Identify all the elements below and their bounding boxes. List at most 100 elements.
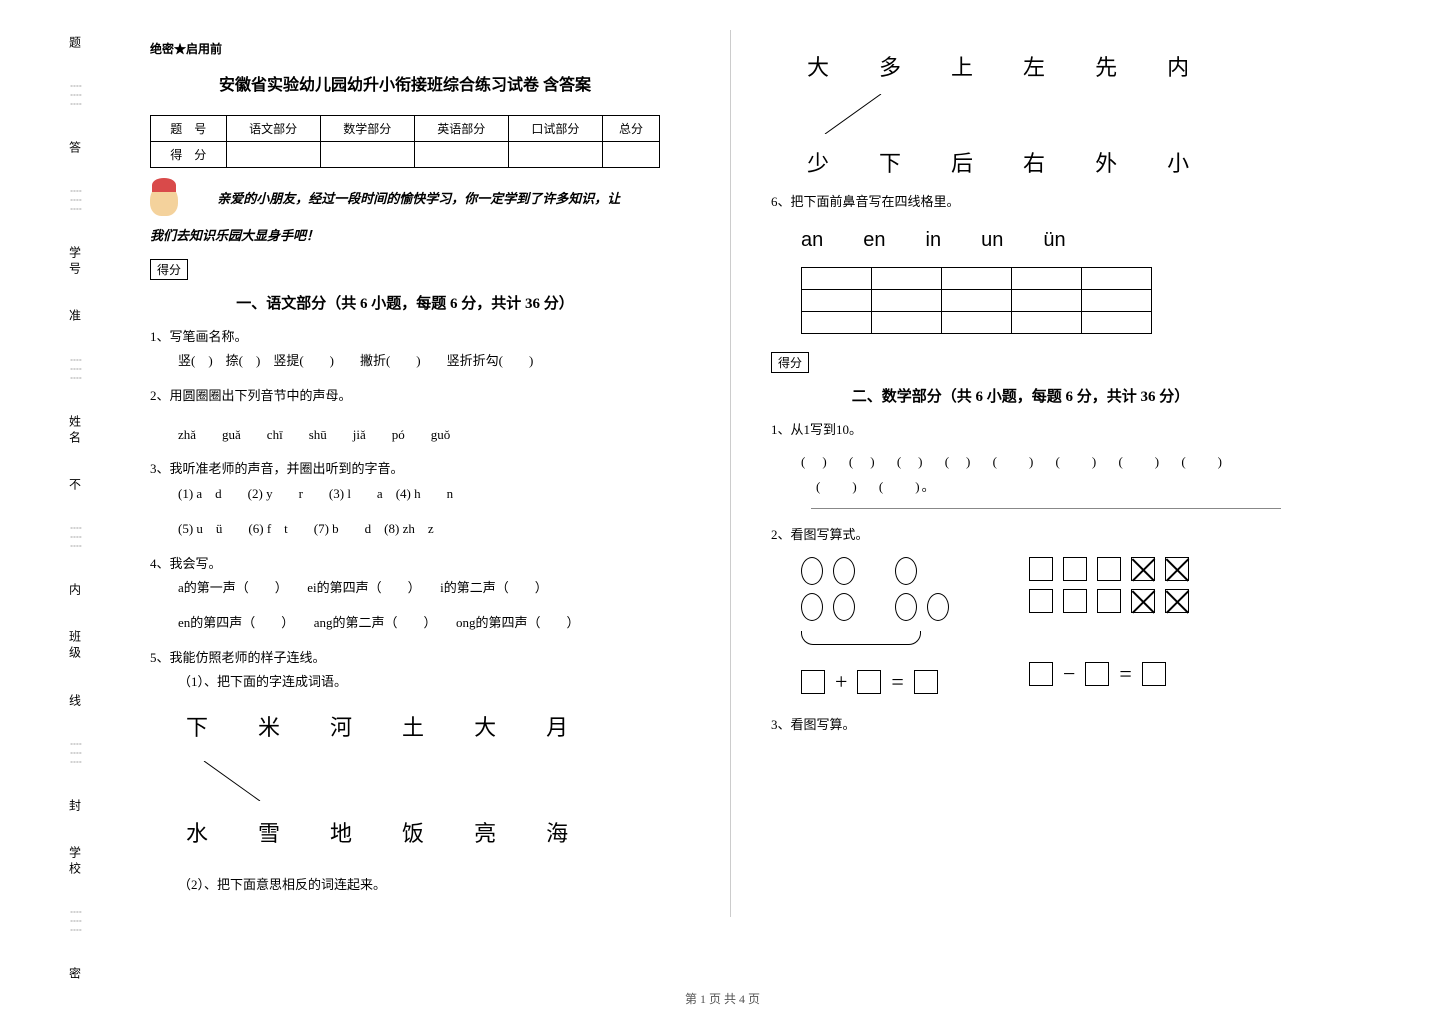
score-table: 题 号 语文部分 数学部分 英语部分 口试部分 总分 得 分 <box>150 115 660 168</box>
q5-num: 5、我能仿照老师的样子连线。 <box>150 650 326 665</box>
char: 土 <box>402 707 424 749</box>
crossed-square-icon <box>1131 557 1155 581</box>
char: 月 <box>546 707 568 749</box>
char: 大 <box>807 50 829 82</box>
equals-sign: = <box>1119 653 1131 695</box>
exam-title: 安徽省实验幼儿园幼升小衔接班综合练习试卷 含答案 <box>150 71 660 95</box>
q2-body: zhǎ guǎ chī shū jiǎ pó guǒ <box>178 423 660 448</box>
binding-label: 不 <box>67 478 84 494</box>
child-avatar-icon <box>150 184 178 216</box>
equals-sign: = <box>891 661 903 703</box>
crossed-square-icon <box>1131 589 1155 613</box>
binding-label: 内 <box>67 583 84 599</box>
mq3-num: 3、看图写算。 <box>771 717 856 732</box>
score-cell <box>226 142 320 168</box>
char: 饭 <box>402 813 424 855</box>
char: 外 <box>1095 146 1117 178</box>
binding-label: 答 <box>67 141 84 157</box>
q3-line1: (1) a d (2) y r (3) l a (4) h n <box>178 482 660 507</box>
binding-label: 线 <box>67 694 84 710</box>
intro-block: 亲爱的小朋友，经过一段时间的愉快学习，你一定学到了许多知识，让 我们去知识乐园大… <box>150 184 660 249</box>
q1-num: 1、写笔画名称。 <box>150 329 248 344</box>
char: 下 <box>186 707 208 749</box>
char-row-2: 水 雪 地 饭 亮 海 <box>186 813 660 855</box>
square-blank-icon <box>801 670 825 694</box>
section-1-title: 一、语文部分（共 6 小题，每题 6 分，共计 36 分） <box>150 292 660 313</box>
char: 亮 <box>474 813 496 855</box>
square-blank-icon <box>1142 662 1166 686</box>
binding-dots: ┊┊┊ <box>70 357 81 384</box>
char: 上 <box>951 50 973 82</box>
circle-icon <box>801 593 823 621</box>
binding-label: 姓名 <box>67 415 84 447</box>
binding-dots: ┊┊┊ <box>70 909 81 936</box>
secret-header: 绝密★启用前 <box>150 40 660 57</box>
char: 大 <box>474 707 496 749</box>
char: 地 <box>330 813 352 855</box>
square-icon <box>1097 589 1121 613</box>
mq1-blanks: ( ) ( ) ( ) ( ) ( ) ( ) ( ) ( ) ( ) ( )。 <box>801 450 1270 499</box>
crossed-square-icon <box>1165 557 1189 581</box>
binding-label: 学号 <box>67 246 84 278</box>
q6-num: 6、把下面前鼻音写在四线格里。 <box>771 194 960 209</box>
q4-num: 4、我会写。 <box>150 556 222 571</box>
binding-label: 班级 <box>67 630 84 662</box>
question-5: 5、我能仿照老师的样子连线。 （1）、把下面的字连成词语。 下 米 河 土 大 … <box>150 646 660 898</box>
col-header: 总分 <box>602 116 659 142</box>
equation-row: − = <box>1029 653 1166 695</box>
char: 下 <box>879 146 901 178</box>
binding-label: 密 <box>67 967 84 983</box>
binding-dots: ┊┊┊ <box>70 741 81 768</box>
score-badge: 得分 <box>150 259 188 280</box>
table-row: 题 号 语文部分 数学部分 英语部分 口试部分 总分 <box>151 116 660 142</box>
col-header: 英语部分 <box>414 116 508 142</box>
square-blank-icon <box>1085 662 1109 686</box>
binding-label: 学校 <box>67 846 84 878</box>
circle-icon <box>927 593 949 621</box>
intro-text-2: 我们去知识乐园大显身手吧！ <box>150 224 660 249</box>
shapes-row: + = <box>801 557 1270 703</box>
square-blank-icon <box>914 670 938 694</box>
char: 先 <box>1095 50 1117 82</box>
circle-icon <box>833 557 855 585</box>
circle-icon <box>895 557 917 585</box>
q5-sub1: （1）、把下面的字连成词语。 <box>178 670 660 695</box>
row-label: 得 分 <box>151 142 227 168</box>
page-footer: 第 1 页 共 4 页 <box>0 990 1445 1007</box>
binding-dots: ┊┊┊ <box>70 83 81 110</box>
question-1: 1、写笔画名称。 竖( ) 捺( ) 竖提( ) 撇折( ) 竖折折勾( ) <box>150 325 660 374</box>
char: 多 <box>879 50 901 82</box>
pinyin-row: an en in un ün <box>801 221 1270 259</box>
score-cell <box>320 142 414 168</box>
question-4: 4、我会写。 a的第一声（ ） ei的第四声（ ） i的第二声（ ） en的第四… <box>150 552 660 636</box>
binding-label: 题 <box>67 36 84 52</box>
right-column: 大 多 上 左 先 内 少 下 后 右 外 小 6、把下面前鼻音写在四线格里。 … <box>730 30 1300 917</box>
q1-body: 竖( ) 捺( ) 竖提( ) 撇折( ) 竖折折勾( ) <box>178 349 660 374</box>
square-icon <box>1063 589 1087 613</box>
equation-row: + = <box>801 661 938 703</box>
char: 小 <box>1167 146 1189 178</box>
section-2-title: 二、数学部分（共 6 小题，每题 6 分，共计 36 分） <box>771 385 1270 406</box>
intro-text-1: 亲爱的小朋友，经过一段时间的愉快学习，你一定学到了许多知识，让 <box>217 191 620 206</box>
char: 后 <box>951 146 973 178</box>
binding-label: 准 <box>67 309 84 325</box>
binding-label: 封 <box>67 799 84 815</box>
q3-num: 3、我听准老师的声音，并圈出听到的字音。 <box>150 461 404 476</box>
binding-dots: ┊┊┊ <box>70 188 81 215</box>
col-header: 口试部分 <box>508 116 602 142</box>
pinyin: in <box>926 221 942 259</box>
square-group: − = <box>1029 557 1189 703</box>
table-row: 得 分 <box>151 142 660 168</box>
q3-line2: (5) u ü (6) f t (7) b d (8) zh z <box>178 517 660 542</box>
square-icon <box>1029 589 1053 613</box>
q4-line1: a的第一声（ ） ei的第四声（ ） i的第二声（ ） <box>178 576 660 601</box>
char-row-4: 少 下 后 右 外 小 <box>807 146 1270 178</box>
mq2-num: 2、看图写算式。 <box>771 527 869 542</box>
circle-icon <box>895 593 917 621</box>
math-q2: 2、看图写算式。 + = <box>771 523 1270 703</box>
char: 海 <box>546 813 568 855</box>
square-icon <box>1063 557 1087 581</box>
question-3: 3、我听准老师的声音，并圈出听到的字音。 (1) a d (2) y r (3)… <box>150 457 660 541</box>
binding-margin: 题 ┊┊┊ 答 ┊┊┊ 学号 准 ┊┊┊ 姓名 不 ┊┊┊ 内 班级 线 ┊┊┊… <box>60 0 90 1019</box>
plus-sign: + <box>835 661 847 703</box>
